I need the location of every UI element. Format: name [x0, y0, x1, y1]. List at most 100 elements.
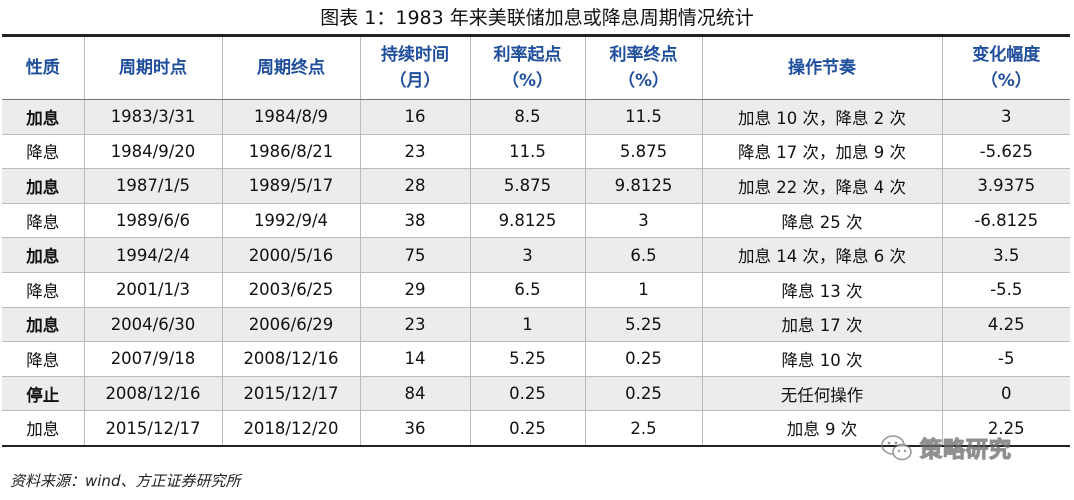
table-cell: 14	[359, 341, 470, 377]
table-cell: 3	[584, 202, 702, 238]
rate-cycle-table: 性质 周期时点 周期终点 持续时间 （月） 利率起点 （%） 利率终点 （%） 操作节奏 变化幅度 （…	[2, 34, 1070, 447]
table-cell: 5.25	[584, 306, 702, 342]
cycle-type-cell: 停止	[2, 375, 84, 411]
table-cell: 降息 25 次	[701, 202, 942, 238]
table-cell: 1989/5/17	[221, 168, 360, 204]
table-cell: 2001/1/3	[83, 271, 222, 308]
table-row: 加息 2015/12/17 2018/12/20 36 0.25 2.5 加息 9 次 2.2…	[2, 410, 1070, 446]
column-header-label: 周期终点	[257, 58, 325, 78]
table-cell: 2000/5/16	[221, 237, 360, 273]
table-row: 降息 2007/9/18 2008/12/16 14 5.25 0.25 降息 10 次 -5	[2, 341, 1070, 377]
column-header-unit: （%）	[617, 71, 670, 91]
table-row: 加息 2004/6/30 2006/6/29 23 1 5.25 加息 17 次 4.25	[2, 306, 1070, 342]
table-cell: 1987/1/5	[83, 168, 222, 204]
table-cell: 0.25	[584, 341, 702, 377]
table-body: 加息 1983/3/31 1984/8/9 16 8.5 11.5 加息 10 次，降息 2…	[2, 99, 1070, 446]
table-cell: 降息 13 次	[701, 271, 942, 308]
table-cell: 2008/12/16	[221, 341, 360, 377]
cycle-type-cell: 降息	[2, 202, 84, 238]
table-cell: 1992/9/4	[221, 202, 360, 238]
figure-title: 图表 1：1983 年来美联储加息或降息周期情况统计	[320, 7, 754, 29]
table-cell: 5.875	[584, 133, 702, 169]
table-cell: 4.25	[941, 306, 1070, 342]
table-cell: 0.25	[584, 375, 702, 411]
table-cell: 降息 17 次，加息 9 次	[701, 133, 942, 169]
table-cell: 1984/9/20	[83, 133, 222, 169]
column-header: 变化幅度 （%）	[941, 35, 1070, 100]
column-header-label: 变化幅度	[972, 45, 1041, 65]
table-cell: 2015/12/17	[83, 410, 222, 446]
table-cell: 29	[359, 271, 470, 308]
table-cell: 加息 17 次	[701, 306, 942, 342]
table-cell: 1986/8/21	[221, 133, 360, 169]
table-cell: 11.5	[584, 99, 702, 135]
table-cell: 3.5	[941, 237, 1070, 273]
table-cell: 28	[359, 168, 470, 204]
table-cell: 1994/2/4	[83, 237, 222, 273]
table-cell: 38	[359, 202, 470, 238]
cycle-type-cell: 加息	[2, 410, 84, 446]
column-header-unit: （%）	[980, 71, 1032, 91]
column-header-unit: （%）	[501, 71, 554, 91]
table-cell: 9.8125	[584, 168, 702, 204]
column-header-unit: （月）	[389, 71, 441, 91]
table-cell: 2.25	[941, 410, 1070, 446]
table-cell: 3	[941, 99, 1070, 135]
table-cell: 1	[584, 271, 702, 308]
table-cell: 2006/6/29	[221, 306, 360, 342]
table-cell: 2015/12/17	[221, 375, 360, 411]
table-cell: 2.5	[584, 410, 702, 446]
table-cell: 1989/6/6	[83, 202, 222, 238]
column-header-label: 利率终点	[609, 45, 678, 65]
table-cell: 1983/3/31	[83, 99, 222, 135]
table-cell: -5.5	[941, 271, 1070, 308]
table-cell: 23	[359, 133, 470, 169]
table-cell: 6.5	[584, 237, 702, 273]
table-header-row: 性质 周期时点 周期终点 持续时间 （月） 利率起点 （%） 利率终点 （%） 操作节奏 变化幅度 （…	[2, 35, 1070, 100]
table-cell: 0.25	[469, 410, 585, 446]
cycle-type-cell: 加息	[2, 237, 84, 273]
table-cell: 2018/12/20	[221, 410, 360, 446]
table-cell: 75	[359, 237, 470, 273]
table-cell: 加息 14 次，降息 6 次	[701, 237, 942, 273]
table-cell: 1	[469, 306, 585, 342]
column-header: 利率起点 （%）	[469, 35, 585, 100]
table-cell: 16	[359, 99, 470, 135]
table-cell: 加息 9 次	[701, 410, 942, 446]
table-row: 加息 1987/1/5 1989/5/17 28 5.875 9.8125 加息 22 次，…	[2, 168, 1070, 204]
table-cell: 3	[469, 237, 585, 273]
table-row: 降息 1989/6/6 1992/9/4 38 9.8125 3 降息 25 次 -6.812…	[2, 202, 1070, 238]
table-cell: 加息 10 次，降息 2 次	[701, 99, 942, 135]
column-header-label: 持续时间	[381, 45, 449, 65]
table-cell: 1984/8/9	[221, 99, 360, 135]
cycle-type-cell: 降息	[2, 341, 84, 377]
table-cell: 84	[359, 375, 470, 411]
cycle-type-cell: 降息	[2, 133, 84, 169]
table-cell: 降息 10 次	[701, 341, 942, 377]
cycle-type-cell: 加息	[2, 306, 84, 342]
table-row: 降息 2001/1/3 2003/6/25 29 6.5 1 降息 13 次 -5.5	[2, 271, 1070, 308]
table-cell: 23	[359, 306, 470, 342]
source-note: 资料来源：wind、方正证券研究所	[10, 472, 241, 490]
table-cell: 11.5	[469, 133, 585, 169]
table-container: 性质 周期时点 周期终点 持续时间 （月） 利率起点 （%） 利率终点 （%） 操作节奏 变化幅度 （…	[2, 34, 1070, 447]
table-cell: -5.625	[941, 133, 1070, 169]
cycle-type-cell: 降息	[2, 271, 84, 308]
column-header-label: 操作节奏	[788, 58, 856, 78]
table-cell: 2007/9/18	[83, 341, 222, 377]
table-cell: -5	[941, 341, 1070, 377]
column-header: 周期时点	[83, 35, 222, 100]
cycle-type-cell: 加息	[2, 99, 84, 135]
table-cell: 5.875	[469, 168, 585, 204]
table-cell: 3.9375	[941, 168, 1070, 204]
column-header: 操作节奏	[701, 35, 942, 100]
table-cell: 0.25	[469, 375, 585, 411]
table-row: 停止 2008/12/16 2015/12/17 84 0.25 0.25 无任何操作 0	[2, 375, 1070, 411]
table-cell: 9.8125	[469, 202, 585, 238]
column-header: 利率终点 （%）	[584, 35, 702, 100]
table-cell: 2003/6/25	[221, 271, 360, 308]
table-cell: 36	[359, 410, 470, 446]
column-header: 性质	[2, 35, 84, 100]
table-cell: 8.5	[469, 99, 585, 135]
